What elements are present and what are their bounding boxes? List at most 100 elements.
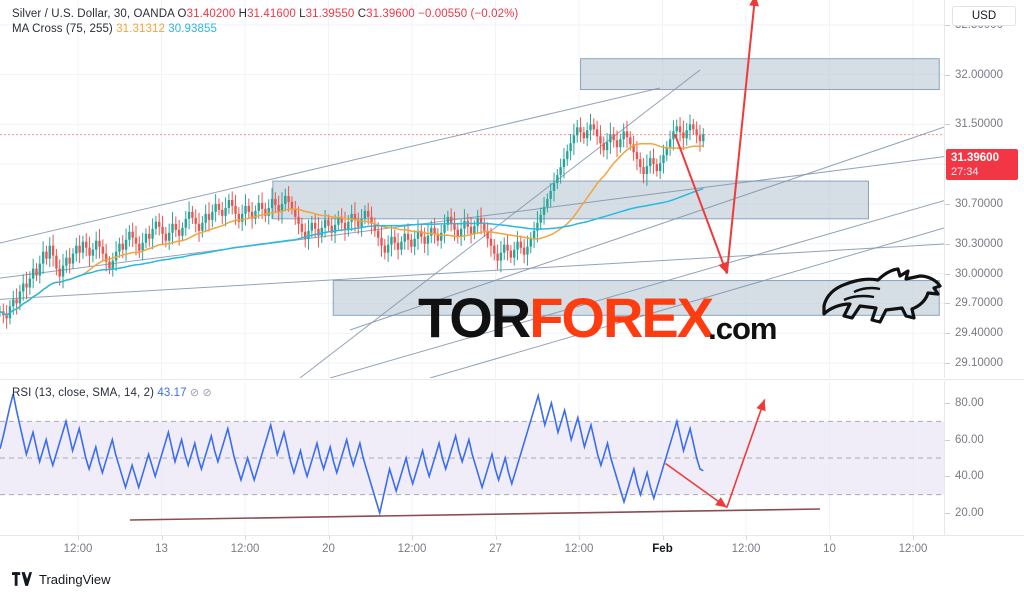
- candle-body: [688, 124, 692, 131]
- candle-body: [41, 251, 45, 264]
- trend-line-3[interactable]: [329, 196, 944, 378]
- candle-body: [221, 209, 224, 216]
- candle-body: [343, 222, 347, 230]
- no-entry-icon[interactable]: ⊘: [189, 387, 200, 399]
- forecast-up-leg[interactable]: [725, 0, 756, 274]
- candle-body: [194, 217, 197, 224]
- resistance-zone[interactable]: [580, 58, 940, 91]
- candle-body: [635, 152, 639, 160]
- rsi-trend-line[interactable]: [129, 508, 821, 521]
- price-legend[interactable]: Silver / U.S. Dollar, 30, OANDA O31.4020…: [12, 7, 518, 37]
- candle-body: [28, 278, 32, 288]
- candle-body: [542, 206, 546, 215]
- candle-body: [280, 203, 284, 212]
- time-axis-tick: [161, 536, 163, 540]
- price-axis-label: 32.00000: [955, 68, 1003, 81]
- candle-body: [141, 242, 144, 251]
- candle-body: [317, 228, 320, 236]
- close-value: 31.39600: [366, 8, 415, 20]
- rsi-chart-svg: [0, 381, 944, 535]
- candle-body: [612, 134, 615, 141]
- rsi-forecast-up-leg[interactable]: [726, 399, 766, 508]
- candle-body: [453, 222, 456, 230]
- trend-line-6[interactable]: [0, 243, 944, 300]
- candle-body: [383, 245, 387, 253]
- candle-body: [68, 257, 71, 264]
- candle-body: [406, 233, 410, 240]
- candle-body: [284, 195, 287, 204]
- candle-body: [274, 198, 277, 205]
- candle-body: [214, 203, 217, 212]
- price-axis[interactable]: 32.5000032.0000031.5000031.1000030.70000…: [944, 0, 1024, 378]
- rsi-label: RSI (13, close, SMA, 14, 2): [12, 387, 155, 399]
- candle-body: [652, 158, 655, 165]
- candle-body: [98, 240, 101, 247]
- candle-body: [589, 124, 592, 131]
- candle-body: [639, 159, 642, 168]
- candle-body: [85, 241, 88, 248]
- price-axis-tick: [945, 24, 950, 26]
- price-axis-label: 29.10000: [955, 357, 1003, 370]
- rsi-axis[interactable]: 80.00 60.00 40.00 20.00: [944, 381, 1024, 535]
- time-axis-tick: [245, 536, 246, 540]
- rsi-chart-pane[interactable]: [0, 381, 944, 535]
- high-value: 31.41600: [247, 8, 296, 20]
- candle-body: [396, 242, 400, 250]
- candle-body: [181, 227, 184, 236]
- rsi-value: 43.17: [157, 387, 187, 399]
- candle-body: [363, 210, 367, 219]
- candle-body: [58, 268, 61, 277]
- time-axis-label: 20: [322, 543, 335, 555]
- candle-body: [469, 226, 473, 234]
- candle-body: [151, 228, 154, 239]
- forecast-down-leg[interactable]: [674, 133, 728, 274]
- no-entry-icon-2[interactable]: ⊘: [202, 387, 212, 399]
- time-axis-tick: [495, 536, 497, 540]
- candle-body: [12, 299, 15, 307]
- candle-body: [191, 211, 194, 218]
- candle-body: [483, 223, 486, 231]
- candle-body: [294, 208, 297, 217]
- change-percent: (−0.02%): [470, 8, 519, 20]
- candle-body: [672, 131, 675, 140]
- trend-line-2[interactable]: [299, 69, 701, 378]
- price-axis-tick: [945, 124, 950, 126]
- trend-line-5[interactable]: [429, 227, 944, 378]
- candle-body: [287, 195, 290, 202]
- candle-body: [503, 244, 506, 253]
- candle-body: [313, 222, 317, 229]
- candle-body: [88, 247, 91, 256]
- pane-separator[interactable]: [0, 379, 1024, 380]
- candle-body: [257, 202, 260, 211]
- candle-body: [552, 183, 556, 191]
- candle-body: [459, 228, 463, 237]
- tradingview-logo[interactable]: [12, 572, 32, 586]
- mid-zone[interactable]: [272, 180, 869, 220]
- price-chart-svg: [0, 0, 944, 378]
- price-chart-pane[interactable]: [0, 0, 944, 378]
- candle-body: [506, 244, 509, 251]
- ma-slow-line: [0, 187, 704, 316]
- support-zone[interactable]: [332, 280, 940, 316]
- trend-line-4[interactable]: [349, 108, 944, 331]
- candle-body: [529, 238, 532, 247]
- rsi-legend[interactable]: RSI (13, close, SMA, 14, 2) 43.17 ⊘ ⊘: [12, 386, 212, 401]
- candle-body: [579, 127, 582, 133]
- time-axis[interactable]: 12:00 13 12:00 20 12:00 27 12:00 Feb 12:00 10 12:0…: [0, 535, 1024, 561]
- tradingview-name: TradingView: [39, 571, 111, 587]
- legend-line-ohlc: Silver / U.S. Dollar, 30, OANDA O31.4020…: [12, 7, 518, 22]
- currency-chip[interactable]: USD: [952, 6, 1016, 26]
- trend-line-0[interactable]: [0, 87, 661, 250]
- candle-body: [456, 229, 459, 237]
- candle-body: [403, 233, 406, 242]
- candle-body: [227, 199, 231, 208]
- change-value: −0.00550: [418, 8, 468, 20]
- time-axis-label: 12:00: [731, 543, 761, 555]
- candle-body: [549, 190, 552, 199]
- candle-body: [522, 247, 526, 255]
- rsi-forecast-down-leg[interactable]: [665, 462, 728, 509]
- candle-body: [702, 134, 705, 142]
- trend-line-1[interactable]: [0, 152, 944, 282]
- price-axis-tick: [945, 273, 950, 275]
- candle-body: [443, 224, 446, 233]
